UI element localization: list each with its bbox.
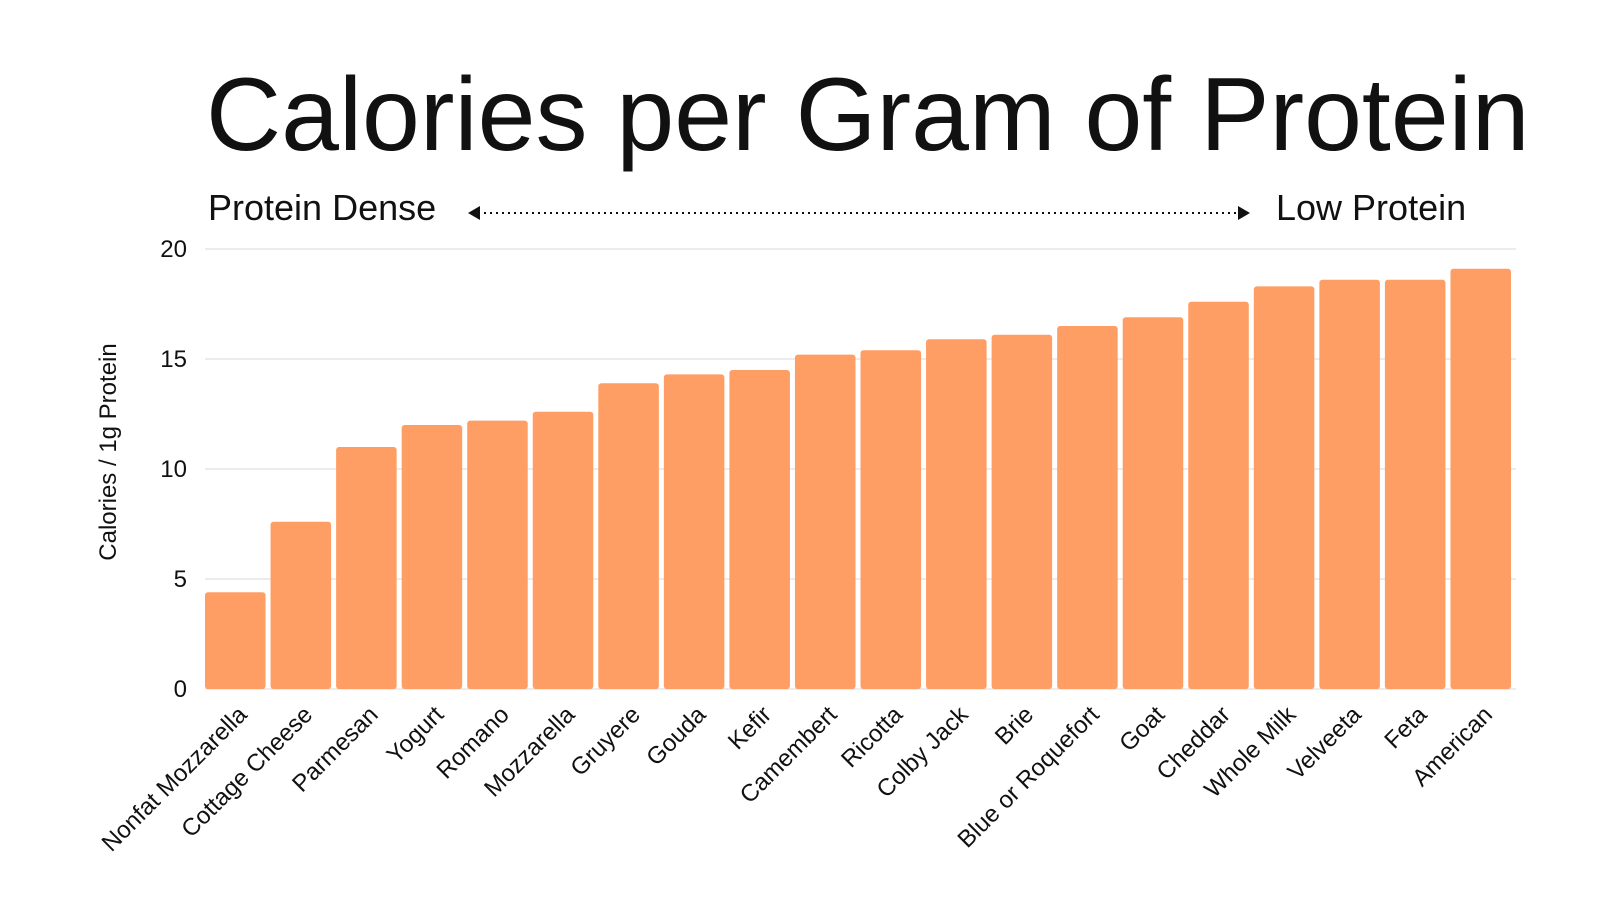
bar-brie — [991, 334, 1053, 689]
x-tick-label-brie: Brie — [990, 701, 1039, 750]
chart-title: Calories per Gram of Protein — [206, 57, 1530, 173]
bar-velveeta — [1319, 279, 1380, 689]
y-tick-label: 15 — [160, 346, 187, 373]
bar-cottage-cheese — [270, 521, 332, 689]
y-tick-label: 5 — [174, 566, 187, 593]
low-protein-label: Low Protein — [1276, 187, 1466, 228]
bar-american — [1450, 268, 1511, 689]
arrow-left-head — [468, 206, 480, 220]
y-tick-label: 20 — [160, 236, 187, 263]
x-tick-label-feta: Feta — [1379, 701, 1433, 755]
x-tick-label-velveeta: Velveeta — [1283, 701, 1368, 786]
bar-ricotta — [860, 350, 922, 689]
bar-parmesan — [336, 447, 397, 689]
bar-gouda — [663, 374, 725, 689]
bar-feta — [1384, 279, 1446, 689]
bar-kefir — [729, 370, 790, 689]
direction-arrow — [468, 206, 1250, 220]
x-tick-label-gouda: Gouda — [641, 701, 712, 772]
bar-romano — [467, 420, 528, 689]
bar-goat — [1122, 317, 1184, 689]
y-tick-label: 10 — [160, 456, 187, 483]
y-tick-label: 0 — [174, 676, 187, 703]
bar-colby-jack — [926, 339, 987, 689]
bar-cheddar — [1188, 301, 1249, 689]
arrow-right-head — [1238, 206, 1250, 220]
protein-dense-label: Protein Dense — [208, 187, 436, 228]
bar-camembert — [794, 354, 856, 689]
x-tick-label-gruyere: Gruyere — [565, 701, 645, 781]
y-axis-ticks: 0 5 10 15 20 — [160, 236, 187, 703]
bars — [205, 268, 1511, 689]
bar-yogurt — [401, 425, 463, 689]
bar-nonfat-mozzarella — [205, 592, 266, 689]
bar-gruyere — [598, 383, 659, 689]
x-tick-label-kefir: Kefir — [723, 701, 777, 755]
bar-mozzarella — [532, 411, 594, 689]
y-axis-title: Calories / 1g Protein — [95, 343, 122, 560]
bar-whole-milk — [1253, 286, 1315, 689]
x-tick-label-goat: Goat — [1114, 701, 1170, 757]
bar-blue-or-roquefort — [1057, 326, 1118, 689]
